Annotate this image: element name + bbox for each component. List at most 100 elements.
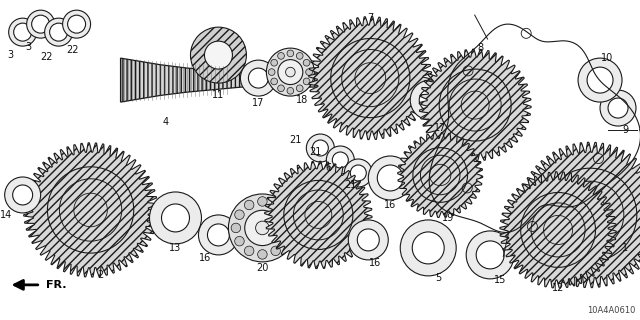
Circle shape — [278, 52, 284, 59]
Circle shape — [284, 223, 294, 233]
Text: 8: 8 — [477, 43, 483, 53]
Circle shape — [231, 223, 241, 233]
Text: 14: 14 — [0, 210, 12, 220]
Circle shape — [578, 58, 622, 102]
Text: 1: 1 — [622, 243, 628, 253]
Circle shape — [296, 52, 303, 59]
Circle shape — [268, 69, 275, 76]
Text: 17: 17 — [252, 98, 264, 108]
Circle shape — [244, 210, 280, 245]
Circle shape — [587, 67, 613, 93]
Circle shape — [150, 192, 202, 244]
Text: 16: 16 — [199, 253, 212, 263]
Text: 9: 9 — [622, 125, 628, 135]
Circle shape — [280, 236, 290, 246]
Text: 16: 16 — [369, 258, 381, 268]
Circle shape — [63, 10, 91, 38]
Polygon shape — [397, 132, 483, 218]
Polygon shape — [120, 58, 340, 102]
Circle shape — [255, 221, 269, 235]
Circle shape — [198, 215, 239, 255]
Text: 22: 22 — [67, 45, 79, 55]
Text: FR.: FR. — [45, 280, 66, 290]
Circle shape — [377, 165, 403, 191]
Circle shape — [4, 177, 40, 213]
Circle shape — [412, 232, 444, 264]
Text: 22: 22 — [40, 52, 53, 62]
Text: 21: 21 — [344, 180, 356, 190]
Text: 10A4A0610: 10A4A0610 — [587, 306, 635, 315]
Circle shape — [357, 229, 380, 251]
Circle shape — [228, 194, 296, 262]
Text: 7: 7 — [367, 13, 373, 23]
Circle shape — [235, 236, 244, 246]
Text: 19: 19 — [442, 213, 454, 223]
Text: 12: 12 — [552, 283, 564, 293]
Circle shape — [368, 156, 412, 200]
Circle shape — [258, 197, 267, 206]
Circle shape — [306, 69, 312, 76]
Circle shape — [244, 200, 254, 210]
Text: 11: 11 — [212, 90, 225, 100]
Circle shape — [161, 204, 189, 232]
Text: 16: 16 — [384, 200, 396, 210]
Circle shape — [350, 165, 366, 181]
Circle shape — [278, 85, 284, 92]
Circle shape — [278, 60, 303, 84]
Text: 13: 13 — [170, 243, 182, 253]
Polygon shape — [500, 172, 616, 288]
Polygon shape — [308, 17, 432, 140]
Circle shape — [13, 23, 31, 41]
Circle shape — [68, 15, 86, 33]
Text: 18: 18 — [296, 95, 308, 105]
Text: 2: 2 — [97, 270, 104, 280]
Circle shape — [235, 210, 244, 220]
Circle shape — [271, 246, 280, 256]
Text: 21: 21 — [309, 147, 321, 157]
Polygon shape — [419, 49, 531, 161]
Polygon shape — [265, 161, 372, 268]
Circle shape — [204, 41, 232, 69]
Text: 20: 20 — [256, 263, 269, 273]
Circle shape — [31, 15, 50, 33]
Circle shape — [312, 140, 328, 156]
Circle shape — [303, 60, 310, 66]
Circle shape — [241, 60, 276, 96]
Circle shape — [285, 67, 295, 77]
Circle shape — [271, 200, 280, 210]
Text: 3: 3 — [26, 42, 32, 52]
Circle shape — [287, 87, 294, 94]
Text: 10: 10 — [601, 53, 613, 63]
Circle shape — [244, 246, 254, 256]
Circle shape — [410, 80, 450, 120]
Circle shape — [608, 98, 628, 118]
Circle shape — [326, 146, 355, 174]
Circle shape — [466, 231, 514, 279]
Circle shape — [307, 134, 334, 162]
Text: 15: 15 — [494, 275, 506, 285]
Circle shape — [207, 224, 229, 246]
Circle shape — [344, 159, 372, 187]
Circle shape — [296, 85, 303, 92]
Circle shape — [266, 48, 314, 96]
Circle shape — [287, 50, 294, 57]
Circle shape — [248, 68, 268, 88]
Circle shape — [27, 10, 54, 38]
Circle shape — [348, 220, 388, 260]
Circle shape — [9, 18, 36, 46]
Circle shape — [45, 18, 72, 46]
Circle shape — [191, 27, 246, 83]
Circle shape — [271, 60, 278, 66]
Text: 3: 3 — [8, 50, 13, 60]
Circle shape — [303, 78, 310, 85]
Text: 5: 5 — [435, 273, 442, 283]
Polygon shape — [517, 142, 640, 288]
Circle shape — [13, 185, 33, 205]
Polygon shape — [24, 143, 157, 277]
Text: 4: 4 — [163, 117, 168, 127]
Circle shape — [50, 23, 68, 41]
Text: 21: 21 — [289, 135, 301, 145]
Text: 17: 17 — [434, 123, 446, 133]
Circle shape — [476, 241, 504, 269]
Circle shape — [258, 250, 267, 259]
